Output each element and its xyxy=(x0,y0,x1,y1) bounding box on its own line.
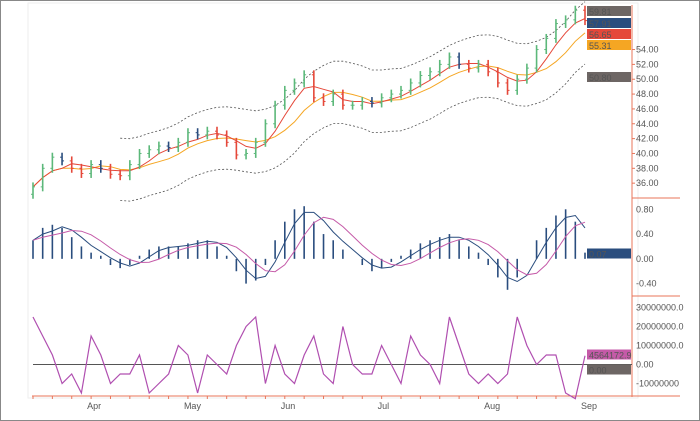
y-tick-label: 0.00 xyxy=(636,360,654,370)
x-tick-label: Aug xyxy=(484,401,500,411)
price-label-box xyxy=(587,29,631,39)
y-tick-label: 44.00 xyxy=(636,119,659,129)
price-label: 50.80 xyxy=(589,73,612,83)
y-tick-label: 40.00 xyxy=(636,148,659,158)
y-tick-label: 46.00 xyxy=(636,104,659,114)
x-tick-label: Jun xyxy=(281,401,296,411)
macd-line xyxy=(32,211,586,283)
macd-label-box xyxy=(587,248,631,259)
x-tick-label: May xyxy=(184,401,202,411)
y-tick-label: 20000000.0 xyxy=(636,322,684,332)
y-tick-label: -10000000 xyxy=(636,379,679,389)
price-label-box xyxy=(587,6,631,16)
volume-label-box xyxy=(587,364,631,375)
price-label-box xyxy=(587,40,631,50)
y-tick-label: 30000000.0 xyxy=(636,303,684,313)
x-tick-label: Sep xyxy=(581,401,597,411)
signal-line xyxy=(32,216,586,276)
y-tick-label: 42.00 xyxy=(636,134,659,144)
y-tick-label: 50.00 xyxy=(636,74,659,84)
price-label: 55.31 xyxy=(589,41,612,51)
fast-ma-line xyxy=(32,18,586,188)
y-tick-label: -0.40 xyxy=(636,279,657,289)
price-label-box xyxy=(587,18,631,28)
price-label: 59.81 xyxy=(589,7,612,17)
macd-label: 0.07 xyxy=(589,250,607,260)
y-tick-label: 38.00 xyxy=(636,163,659,173)
price-label-box xyxy=(587,72,631,82)
y-tick-label: 48.00 xyxy=(636,89,659,99)
y-tick-label: 52.00 xyxy=(636,59,659,69)
y-tick-label: 0.00 xyxy=(636,254,654,264)
y-tick-label: 36.00 xyxy=(636,178,659,188)
volume-oscillator-line xyxy=(32,315,586,400)
price-label: 56.65 xyxy=(589,30,612,40)
x-tick-label: Jul xyxy=(378,401,390,411)
volume-label: 4564172.9 xyxy=(589,351,632,361)
y-tick-label: 10000000.0 xyxy=(636,341,684,351)
volume-label-box xyxy=(587,349,631,360)
y-tick-label: 54.00 xyxy=(636,45,659,55)
x-tick-label: Apr xyxy=(87,401,101,411)
y-tick-label: 0.40 xyxy=(636,229,654,239)
volume-label: 0.00 xyxy=(589,366,607,376)
price-label: 57.91 xyxy=(589,19,612,29)
slow-ma-line xyxy=(32,32,586,188)
y-tick-label: 0.80 xyxy=(636,204,654,214)
plot-area xyxy=(27,2,639,399)
